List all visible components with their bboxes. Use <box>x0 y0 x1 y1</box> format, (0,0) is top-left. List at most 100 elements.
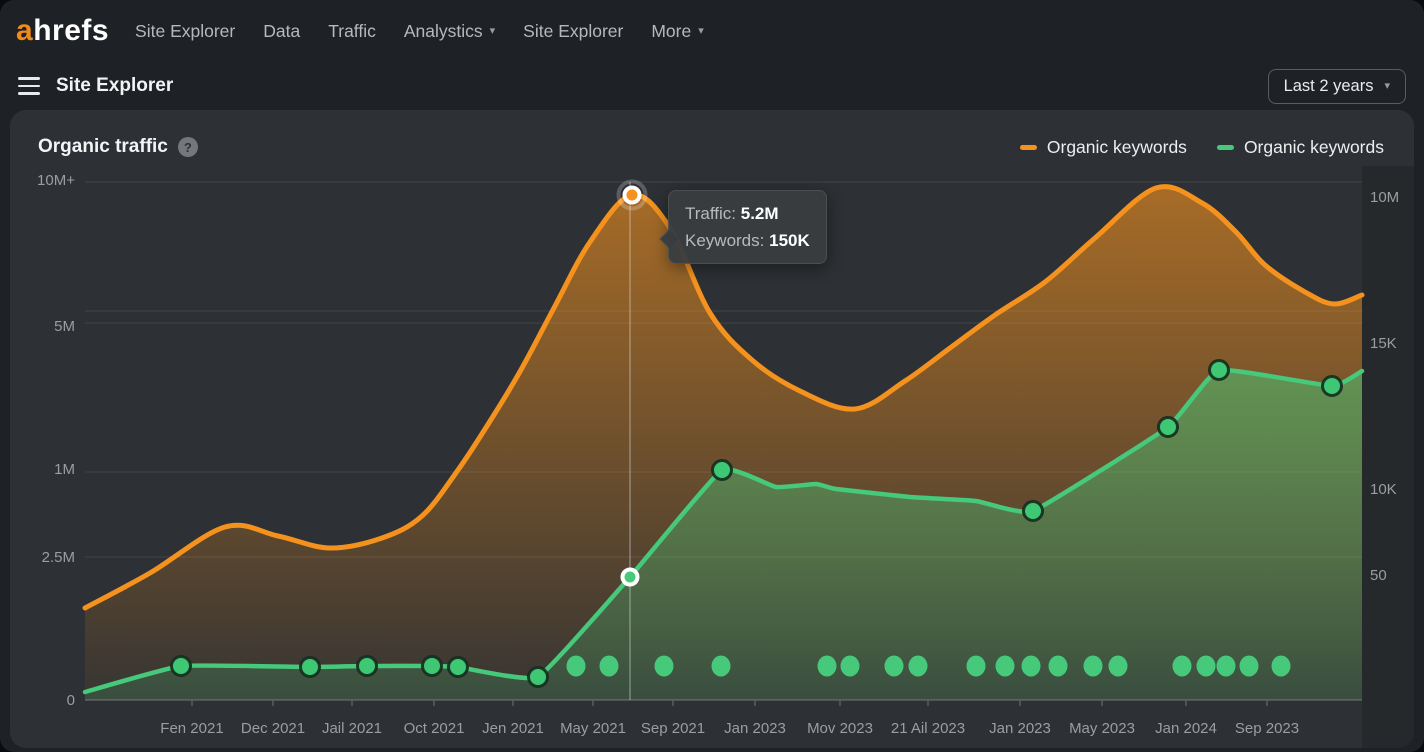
keyword-scatter-dot <box>1021 655 1041 677</box>
x-axis-label: Fen 2021 <box>160 720 223 737</box>
legend-dash-icon <box>1216 144 1234 150</box>
nav-item-site-explorer-0[interactable]: Site Explorer <box>135 21 235 42</box>
nav-item-label: Site Explorer <box>135 20 236 41</box>
main-nav: Site Explorer Data Traffic Analystics ▾ Site … <box>135 21 704 42</box>
nav-item-label: Data <box>263 20 301 41</box>
organic-traffic-line <box>82 184 1365 611</box>
top-navigation: ahrefs Site Explorer Data Traffic Analystic… <box>0 0 1424 62</box>
keywords-data-point[interactable] <box>1022 500 1044 522</box>
y-axis-right-label: 50 <box>1370 567 1387 584</box>
panel-header: Organic traffic ? Organic keywords Organi… <box>10 110 1414 166</box>
x-axis-label: Jan 2023 <box>989 720 1051 737</box>
nav-item-traffic-2[interactable]: Traffic <box>328 21 376 42</box>
keyword-scatter-dot <box>884 655 904 677</box>
x-axis-label: Jail 2021 <box>322 720 382 737</box>
legend-dash-icon <box>1019 144 1037 150</box>
x-axis-label: Dec 2021 <box>241 720 305 737</box>
x-axis-label: May 2023 <box>1069 720 1135 737</box>
y-axis-left-label: 0 <box>67 692 75 709</box>
date-range-label: Last 2 years <box>1283 76 1374 95</box>
nav-item-label: Traffic <box>328 20 376 41</box>
chevron-down-icon: ▾ <box>1384 79 1390 92</box>
chevron-down-icon: ▾ <box>489 24 496 37</box>
keywords-data-point[interactable] <box>421 655 443 677</box>
keyword-scatter-dot <box>1239 655 1259 677</box>
chevron-down-icon: ▾ <box>698 24 704 37</box>
keyword-scatter-dot <box>1048 655 1068 677</box>
keyword-scatter-dot <box>1196 655 1216 677</box>
subheader: Site Explorer Last 2 years ▾ <box>0 62 1424 110</box>
keyword-scatter-dot <box>966 655 986 677</box>
nav-item-label: Site Explorer <box>523 20 624 41</box>
x-axis-label: Mov 2023 <box>807 720 873 737</box>
keywords-data-point[interactable] <box>527 666 549 688</box>
organic-keywords-area <box>85 369 1362 700</box>
legend-item-1-organic-keywords[interactable]: Organic keywords <box>1216 136 1384 158</box>
traffic-marker-halo <box>616 179 648 211</box>
keyword-scatter-dot <box>1083 655 1103 677</box>
y-axis-left-label: 5M <box>54 318 75 335</box>
date-range-button[interactable]: Last 2 years ▾ <box>1267 68 1406 104</box>
keywords-data-point[interactable] <box>299 656 321 678</box>
keywords-highlight-marker[interactable] <box>620 567 640 587</box>
page-title: Site Explorer <box>56 75 174 96</box>
keywords-data-point[interactable] <box>1157 416 1179 438</box>
ahrefs-logo[interactable]: ahrefs <box>16 14 109 48</box>
nav-item-label: More <box>651 20 692 41</box>
x-axis-label: Jen 2021 <box>482 720 544 737</box>
keywords-data-point[interactable] <box>1321 375 1343 397</box>
legend-label: Organic keywords <box>1243 136 1384 157</box>
nav-item-label: Analystics <box>403 20 483 41</box>
keyword-scatter-dot <box>1216 655 1236 677</box>
keyword-scatter-dot <box>599 655 619 677</box>
menu-icon[interactable] <box>18 77 40 95</box>
y-axis-left-label: 2.5M <box>42 549 75 566</box>
x-axis-label: May 2021 <box>560 720 626 737</box>
y-axis-left-label: 1M <box>54 461 75 478</box>
organic-traffic-chart: 10M+ 5M 1M 2.5M 0 10M 15K 10K 50 Fen 2021 Dec 2021… <box>37 166 1414 748</box>
keyword-scatter-dot <box>817 655 837 677</box>
nav-item-site-explorer-4[interactable]: Site Explorer <box>523 21 623 42</box>
logo-rest: hrefs <box>33 14 110 47</box>
y-axis-right-label: 10M <box>1370 189 1399 206</box>
logo-accent-letter: a <box>16 14 34 47</box>
right-axis-strip <box>1362 166 1414 748</box>
keywords-data-point[interactable] <box>170 655 192 677</box>
nav-item-more-5[interactable]: More ▾ <box>651 21 703 42</box>
keyword-scatter-dot <box>908 655 928 677</box>
legend-item-0-organic-keywords[interactable]: Organic keywords <box>1019 136 1187 158</box>
keyword-scatter-dot <box>566 655 586 677</box>
y-axis-right-label: 10K <box>1370 481 1397 498</box>
x-axis-label: 21 Ail 2023 <box>891 720 965 737</box>
x-axis-label: Jan 2023 <box>724 720 786 737</box>
chart-title: Organic traffic <box>38 136 168 157</box>
keywords-data-point[interactable] <box>1208 359 1230 381</box>
keywords-data-point[interactable] <box>447 656 469 678</box>
keywords-data-point[interactable] <box>356 655 378 677</box>
chart-legend: Organic keywords Organic keywords <box>1019 136 1384 158</box>
help-icon[interactable]: ? <box>177 137 198 157</box>
nav-item-analystics-3[interactable]: Analystics ▾ <box>404 21 495 42</box>
y-axis-left-label: 10M+ <box>37 172 75 189</box>
tooltip-traffic-row: Traffic: 5.2M <box>685 204 779 223</box>
y-axis-right-label: 15K <box>1370 335 1397 352</box>
x-axis-label: Jan 2024 <box>1155 720 1217 737</box>
x-axis-label: Sep 2021 <box>641 720 705 737</box>
keyword-scatter-dot <box>840 655 860 677</box>
keyword-scatter-dot <box>1271 655 1291 677</box>
legend-label: Organic keywords <box>1046 136 1187 157</box>
keyword-scatter-dot <box>1172 655 1192 677</box>
nav-item-data-1[interactable]: Data <box>263 21 300 42</box>
x-axis-label: Oct 2021 <box>404 720 465 737</box>
tooltip-keywords-row: Keywords: 150K <box>685 231 810 250</box>
x-axis-label: Sep 2023 <box>1235 720 1299 737</box>
traffic-highlight-marker[interactable] <box>622 185 642 205</box>
organic-traffic-panel: Organic traffic ? Organic keywords Organi… <box>10 110 1414 748</box>
keywords-data-point[interactable] <box>711 459 733 481</box>
chart-tooltip: Traffic: 5.2M Keywords: 150K <box>668 190 827 264</box>
keyword-scatter-dot <box>711 655 731 677</box>
keyword-scatter-dot <box>1108 655 1128 677</box>
keyword-scatter-dot <box>995 655 1015 677</box>
keyword-scatter-dot <box>654 655 674 677</box>
